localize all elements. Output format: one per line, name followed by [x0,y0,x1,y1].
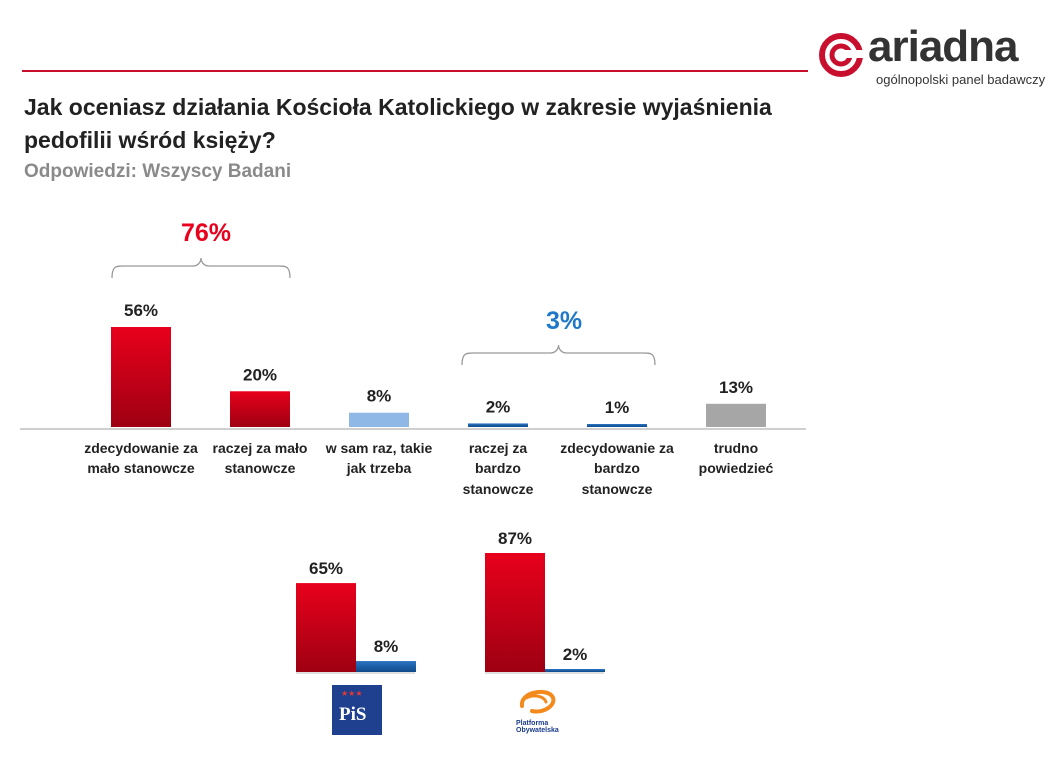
bar-value-label: 20% [243,365,277,384]
bar [587,424,647,427]
pis-logo-text: PiS [339,704,367,725]
party-bar-value-label: 2% [563,645,588,664]
group-brace [111,257,291,279]
stars-icon: ★★★ [341,689,363,698]
bar-value-label: 2% [486,397,511,416]
chart-subtitle: Odpowiedzi: Wszyscy Badani [24,161,292,182]
party-bar [356,661,416,672]
x-tick-label: w sam raz, takie jak trzeba [325,440,433,477]
party-bar-value-label: 87% [498,529,532,548]
party-bar-value-label: 8% [374,637,399,656]
x-tick-label: raczej za bardzo stanowcze [462,440,534,497]
party-bar [296,583,356,672]
po-logo-text: Platforma Obywatelska [516,720,559,734]
bar-value-label: 1% [605,398,630,417]
x-tick-label: zdecydowanie za bardzo stanowcze [560,440,674,497]
bar [349,412,409,427]
po-logo: Platforma Obywatelska [510,684,580,739]
pis-logo: ★★★ PiS [332,685,382,735]
header-rule [22,70,808,72]
logo-tagline: ogólnopolski panel badawczy [876,72,1046,87]
chart-title: Jak oceniasz działania Kościoła Katolick… [24,94,772,153]
bar-value-label: 56% [124,301,158,320]
bar-value-label: 13% [719,378,753,397]
bar [468,423,528,427]
bar [706,403,766,427]
ariadna-swirl-icon [819,33,864,77]
group-total-label: 3% [546,307,583,335]
party-bar [545,669,605,672]
bar-value-label: 8% [367,387,392,406]
group-brace [461,344,656,366]
x-tick-label: zdecydowanie za mało stanowcze [84,440,198,477]
logo-name: ariadna [868,22,1019,71]
group-total-label: 76% [181,219,232,247]
po-swirl-icon [520,689,556,714]
bar [111,327,171,427]
x-tick-label: raczej za mało stanowcze [212,440,308,477]
party-bar [485,553,545,672]
bar [230,391,290,427]
party-bar-value-label: 65% [309,559,343,578]
ariadna-logo: ariadna ogólnopolski panel badawczy [818,22,1058,92]
x-tick-label: trudno powiedzieć [698,440,774,477]
